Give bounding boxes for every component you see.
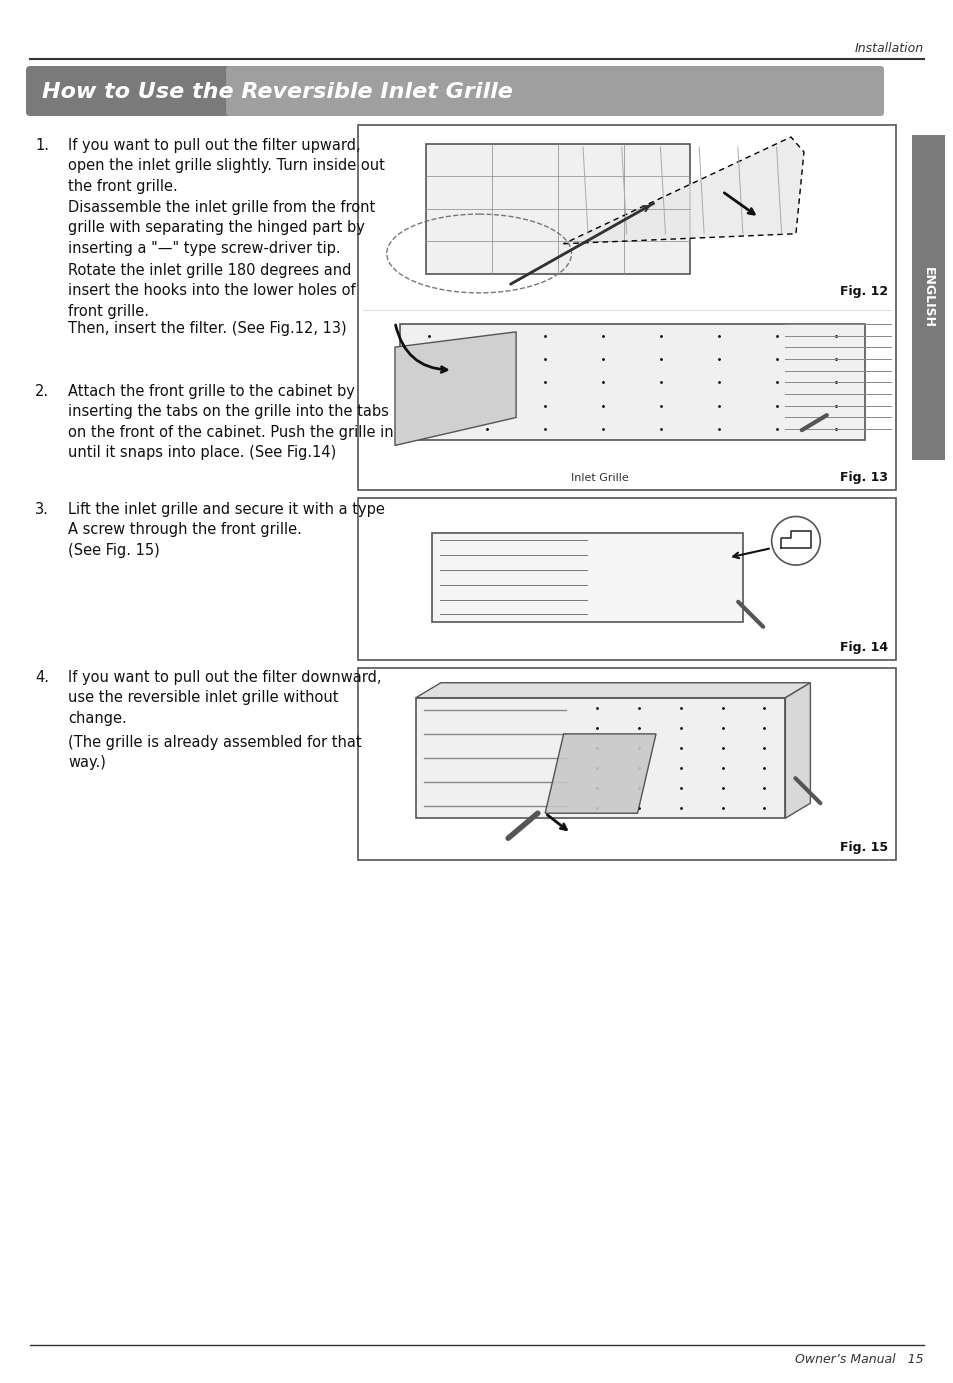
Text: 2.: 2. xyxy=(35,384,49,400)
Text: Installation: Installation xyxy=(854,41,923,55)
Text: Attach the front grille to the cabinet by
inserting the tabs on the grille into : Attach the front grille to the cabinet b… xyxy=(68,384,394,461)
Text: Rotate the inlet grille 180 degrees and
insert the hooks into the lower holes of: Rotate the inlet grille 180 degrees and … xyxy=(68,263,355,319)
Bar xyxy=(431,532,742,622)
Bar xyxy=(426,144,690,274)
Polygon shape xyxy=(395,332,516,445)
FancyBboxPatch shape xyxy=(26,66,883,116)
Bar xyxy=(911,136,944,461)
Text: If you want to pull out the filter upward,
open the inlet grille slightly. Turn : If you want to pull out the filter upwar… xyxy=(68,138,384,194)
Circle shape xyxy=(771,516,820,566)
Polygon shape xyxy=(563,137,803,243)
Polygon shape xyxy=(544,734,656,813)
Text: Inlet Grille: Inlet Grille xyxy=(571,473,628,483)
Text: 1.: 1. xyxy=(35,138,49,154)
Text: Fig. 13: Fig. 13 xyxy=(840,472,887,484)
Bar xyxy=(399,324,863,440)
Text: Owner’s Manual   15: Owner’s Manual 15 xyxy=(795,1353,923,1366)
Text: 4.: 4. xyxy=(35,669,49,685)
Polygon shape xyxy=(784,683,809,819)
Text: How to Use the Reversible Inlet Grille: How to Use the Reversible Inlet Grille xyxy=(42,82,513,102)
Bar xyxy=(357,124,895,490)
Text: Fig. 15: Fig. 15 xyxy=(839,841,887,855)
Text: If you want to pull out the filter downward,
use the reversible inlet grille wit: If you want to pull out the filter downw… xyxy=(68,669,381,726)
Bar xyxy=(416,698,784,819)
Text: Disassemble the inlet grille from the front
grille with separating the hinged pa: Disassemble the inlet grille from the fr… xyxy=(68,201,375,256)
Text: 3.: 3. xyxy=(35,502,49,517)
Text: ENGLISH: ENGLISH xyxy=(921,267,934,328)
Text: Fig. 14: Fig. 14 xyxy=(839,642,887,654)
Text: Then, insert the filter. (See Fig.12, 13): Then, insert the filter. (See Fig.12, 13… xyxy=(68,321,346,336)
FancyBboxPatch shape xyxy=(226,66,883,116)
Text: Lift the inlet grille and secure it with a type
A screw through the front grille: Lift the inlet grille and secure it with… xyxy=(68,502,384,557)
Bar xyxy=(357,668,895,860)
Text: (The grille is already assembled for that
way.): (The grille is already assembled for tha… xyxy=(68,734,361,770)
Text: Fig. 12: Fig. 12 xyxy=(839,285,887,299)
Polygon shape xyxy=(416,683,809,698)
Bar xyxy=(357,498,895,660)
